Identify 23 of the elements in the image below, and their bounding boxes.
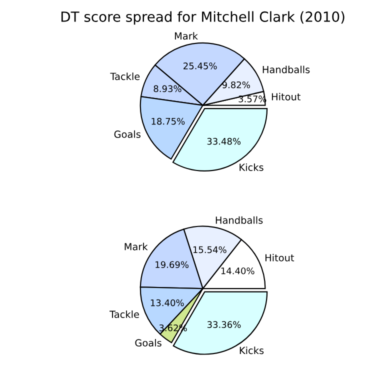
slice-label: Tackle — [110, 72, 140, 80]
slice-label: Kicks — [240, 163, 264, 171]
data-label: 15.54% — [193, 246, 226, 254]
data-label: 33.48% — [207, 138, 241, 145]
data-label: 18.75% — [152, 118, 185, 125]
slice-label: Kicks — [240, 346, 264, 354]
slice-label: Goals — [114, 130, 140, 138]
data-label: 13.40% — [150, 299, 184, 306]
slice-label: Goals — [135, 339, 162, 347]
slice-label: Handballs — [262, 66, 310, 74]
slice-label: Mark — [174, 32, 198, 40]
chart-title: DT score spread for Mitchell Clark (2010) — [61, 11, 344, 25]
data-label: 8.93% — [154, 85, 182, 92]
data-label: 19.69% — [156, 261, 189, 268]
data-label: 33.36% — [207, 321, 241, 328]
slice-label: Handballs — [216, 216, 263, 224]
slice-label: Mark — [124, 242, 148, 250]
data-label: 14.40% — [221, 267, 254, 274]
slice-label: Hitout — [265, 254, 294, 262]
data-label: 25.45% — [184, 62, 217, 70]
slice-label: Tackle — [110, 310, 139, 318]
data-label: 9.82% — [222, 81, 250, 88]
slice-label: Hitout — [272, 92, 301, 100]
